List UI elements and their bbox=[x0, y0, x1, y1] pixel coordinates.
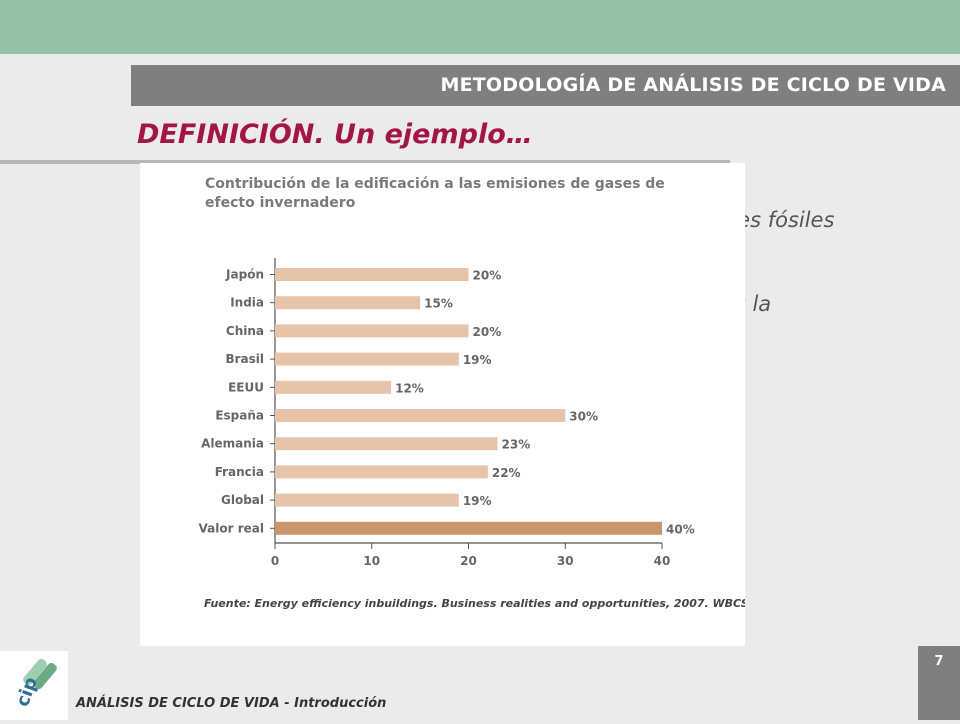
section-header: METODOLOGÍA DE ANÁLISIS DE CICLO DE VIDA bbox=[131, 65, 960, 106]
bar bbox=[275, 465, 488, 479]
category-label: Francia bbox=[215, 465, 264, 479]
slide-title: DEFINICIÓN. Un ejemplo… bbox=[137, 119, 533, 150]
x-tick-label: 20 bbox=[460, 554, 477, 568]
x-tick-label: 30 bbox=[557, 554, 574, 568]
bar bbox=[275, 409, 566, 422]
bar bbox=[275, 493, 459, 507]
data-label: 20% bbox=[473, 269, 502, 283]
data-label: 40% bbox=[666, 522, 695, 536]
cip-logo: cip bbox=[0, 651, 68, 720]
data-label: 23% bbox=[502, 438, 531, 452]
bar-chart: Japón 20% India 15% China 20% Brasil 19% EEUU 12%… bbox=[199, 258, 695, 568]
data-label: 19% bbox=[463, 353, 492, 367]
data-label: 30% bbox=[569, 410, 598, 424]
data-label: 19% bbox=[463, 494, 492, 508]
category-label: India bbox=[230, 296, 264, 310]
category-label: EEUU bbox=[228, 380, 264, 394]
bar bbox=[275, 352, 459, 366]
category-label: Alemania bbox=[201, 437, 264, 451]
data-label: 22% bbox=[492, 466, 521, 480]
x-tick-label: 40 bbox=[654, 554, 671, 568]
bar bbox=[275, 268, 469, 281]
x-tick-label: 0 bbox=[271, 554, 279, 568]
bar bbox=[275, 380, 392, 394]
data-label: 20% bbox=[473, 325, 502, 339]
category-label: Japón bbox=[225, 268, 264, 282]
data-label: 12% bbox=[395, 381, 424, 395]
bar bbox=[275, 437, 498, 451]
footer-text: ANÁLISIS DE CICLO DE VIDA - Introducción bbox=[76, 696, 387, 711]
x-tick-label: 10 bbox=[363, 554, 380, 568]
page-number: 7 bbox=[918, 646, 960, 720]
top-band bbox=[0, 0, 960, 54]
bar bbox=[275, 296, 421, 310]
category-label: Global bbox=[221, 493, 264, 507]
chart-panel: Contribución de la edificación a las emi… bbox=[140, 163, 745, 646]
data-label: 15% bbox=[424, 297, 453, 311]
category-label: Valor real bbox=[199, 521, 264, 535]
chart-title: Contribución de la edificación a las emi… bbox=[205, 176, 665, 211]
chart-source: Fuente: Energy efficiency inbuildings. B… bbox=[204, 597, 745, 610]
category-label: España bbox=[215, 409, 264, 423]
category-label: China bbox=[226, 324, 264, 338]
bar bbox=[275, 324, 469, 338]
category-label: Brasil bbox=[225, 352, 264, 366]
title-divider bbox=[0, 160, 730, 164]
bar bbox=[275, 521, 662, 535]
